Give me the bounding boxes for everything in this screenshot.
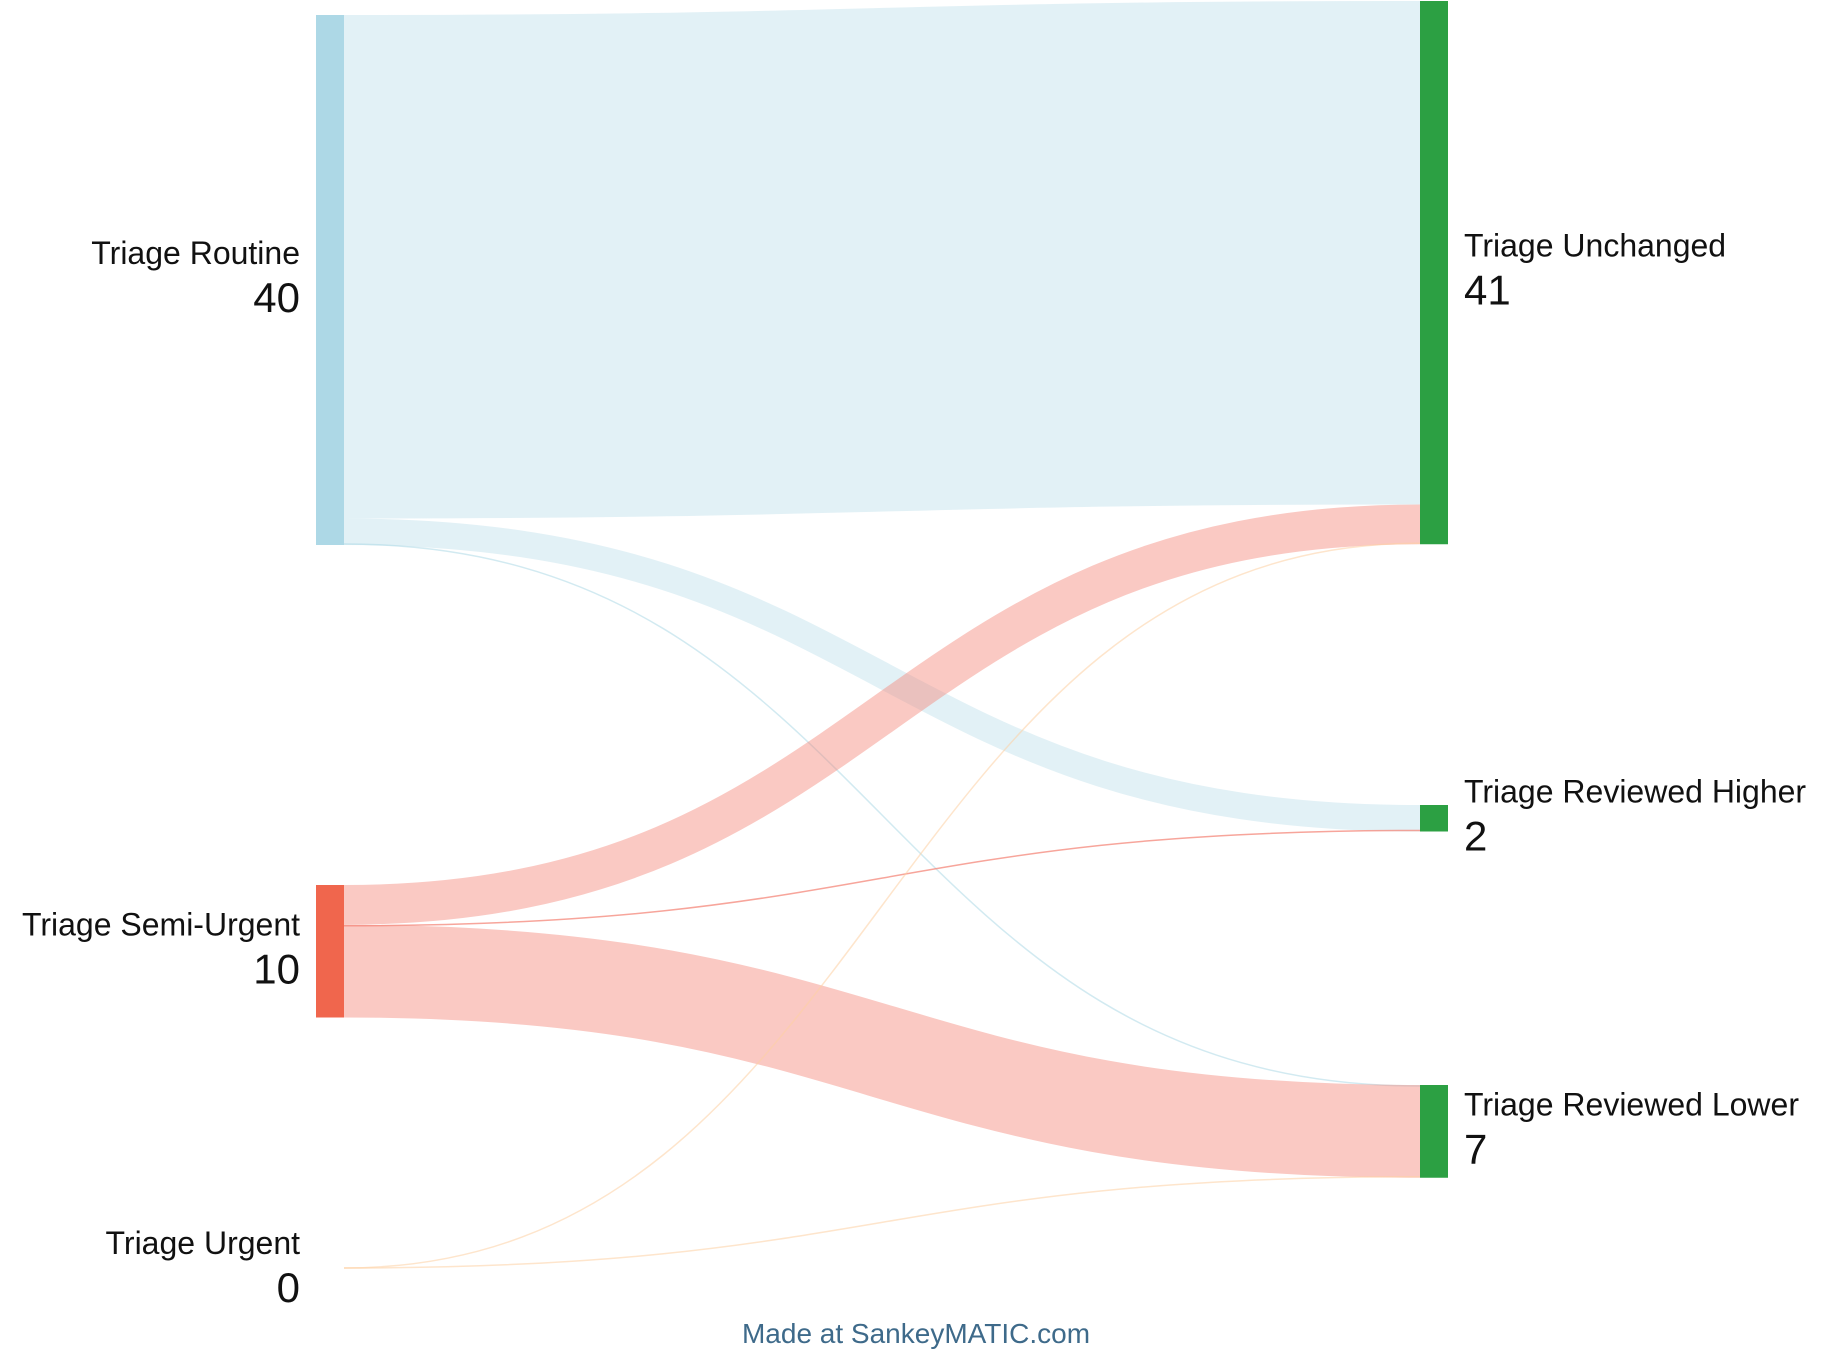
node-label-lower: Triage Reviewed Lower — [1464, 1086, 1799, 1122]
node-value-higher: 2 — [1464, 812, 1487, 859]
node-higher — [1420, 805, 1448, 832]
flow-nodes — [316, 1, 1448, 1178]
node-unchanged — [1420, 1, 1448, 545]
node-routine — [316, 15, 344, 545]
node-label-urgent: Triage Urgent — [106, 1225, 301, 1261]
node-label-unchanged: Triage Unchanged — [1464, 228, 1726, 264]
flow-semi-to-unchanged — [343, 504, 1421, 925]
node-label-routine: Triage Routine — [91, 235, 300, 271]
node-label-higher: Triage Reviewed Higher — [1464, 773, 1806, 809]
flow-routine-to-lower — [343, 543, 1421, 1087]
node-value-urgent: 0 — [277, 1264, 300, 1311]
flow-urgent-to-lower — [343, 1176, 1421, 1269]
flow-routine-to-unchanged — [343, 1, 1421, 519]
node-label-semi: Triage Semi-Urgent — [22, 906, 300, 942]
flow-urgent-to-unchanged — [343, 542, 1421, 1269]
node-lower — [1420, 1085, 1448, 1178]
node-value-routine: 40 — [253, 274, 300, 321]
node-value-unchanged: 41 — [1464, 267, 1511, 314]
flow-links — [343, 1, 1421, 1269]
flow-semi-to-lower — [343, 924, 1421, 1178]
node-value-semi: 10 — [253, 945, 300, 992]
credit-text[interactable]: Made at SankeyMATIC.com — [742, 1318, 1090, 1349]
flow-semi-to-higher — [343, 829, 1421, 927]
node-semi — [316, 885, 344, 1018]
node-value-lower: 7 — [1464, 1125, 1487, 1172]
flow-routine-to-higher — [343, 518, 1421, 832]
